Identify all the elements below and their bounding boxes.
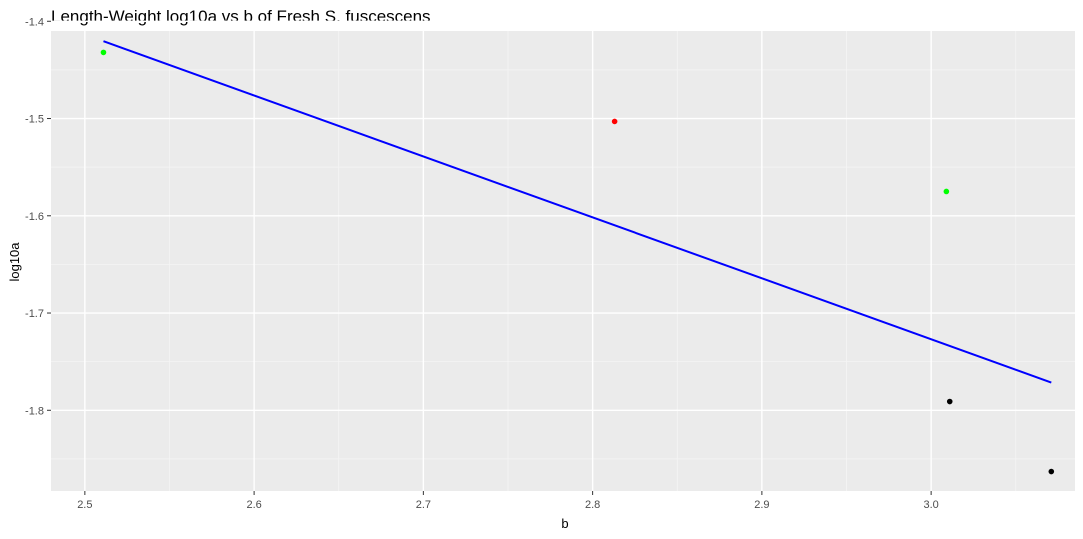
y-tick-label: -1.4 — [25, 16, 44, 28]
x-tick-label: 2.6 — [246, 499, 261, 511]
y-axis-title: log10a — [7, 242, 22, 282]
data-point — [943, 188, 950, 195]
chart-title: Length-Weight log10a vs b of Fresh S. fu… — [51, 7, 431, 26]
data-point — [100, 49, 107, 56]
x-tick-label: 2.9 — [754, 499, 769, 511]
x-axis: 2.5 2.6 2.7 2.8 2.9 3.0 — [77, 491, 939, 511]
x-axis-title: b — [561, 516, 568, 531]
x-tick-label: 2.5 — [77, 499, 92, 511]
data-points — [100, 49, 1055, 475]
data-point — [946, 398, 953, 405]
trend-line — [103, 40, 1052, 384]
major-gridlines — [51, 20, 1075, 491]
plot-panel — [51, 31, 1075, 491]
x-tick-label: 2.7 — [416, 499, 431, 511]
y-tick-label: -1.8 — [25, 405, 44, 417]
data-point — [611, 118, 618, 125]
minor-gridlines — [51, 31, 1075, 491]
data-point — [1048, 468, 1055, 475]
y-tick-label: -1.6 — [25, 211, 44, 223]
x-tick-label: 3.0 — [923, 499, 938, 511]
trend-line-group — [103, 40, 1052, 384]
x-tick-label: 2.8 — [585, 499, 600, 511]
y-axis: -1.4 -1.5 -1.6 -1.7 -1.8 — [25, 16, 51, 417]
y-tick-label: -1.5 — [25, 114, 44, 126]
y-tick-label: -1.7 — [25, 308, 44, 320]
